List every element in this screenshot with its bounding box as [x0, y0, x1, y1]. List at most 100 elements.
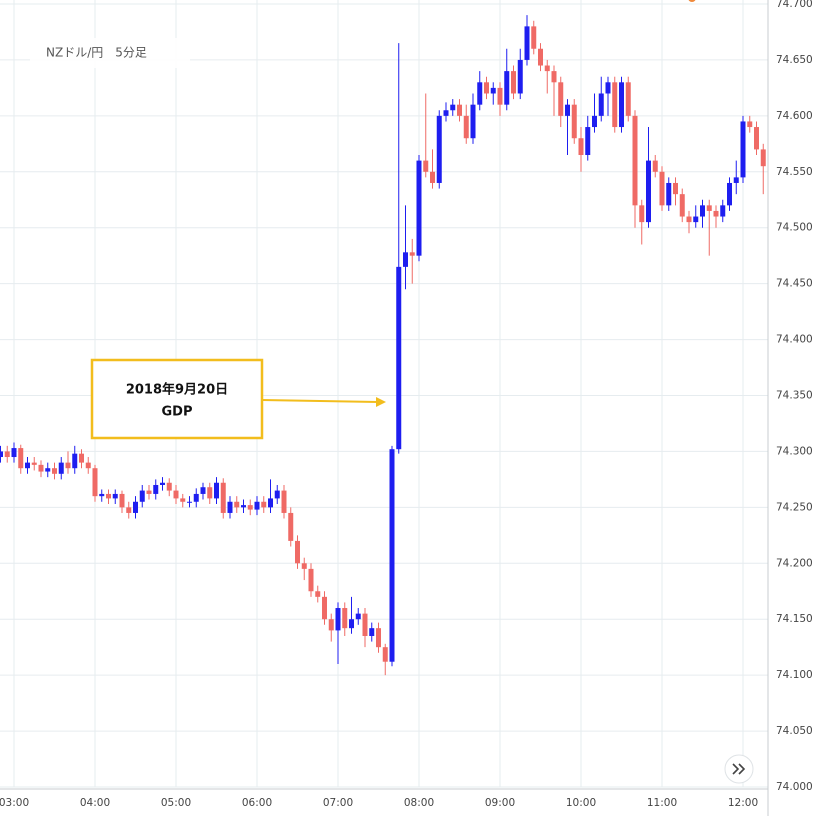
candle-body: [4, 451, 10, 458]
candle-body: [551, 71, 557, 83]
candle-body: [666, 182, 672, 206]
candle-body: [200, 487, 206, 494]
candle-body: [166, 482, 172, 491]
candle-body: [625, 82, 631, 116]
candle-body: [747, 121, 753, 128]
candle-body: [261, 501, 267, 508]
y-tick-label: 74.250: [776, 501, 813, 513]
candle-body: [322, 596, 327, 620]
candle-body: [457, 104, 462, 116]
candle-body: [362, 613, 368, 636]
candle-body: [31, 462, 37, 465]
candle-body: [133, 501, 138, 513]
candle-body: [241, 505, 246, 508]
candle-body: [511, 71, 516, 94]
candle-body: [706, 205, 712, 211]
candle-body: [139, 490, 145, 502]
candle-body: [92, 468, 98, 497]
candle-body: [585, 127, 591, 156]
candle-body: [517, 59, 523, 94]
annotation-text: GDP: [162, 405, 193, 420]
chart-title: NZドル/円 5分足: [46, 46, 147, 60]
candle-body: [639, 205, 645, 223]
candle-body: [700, 205, 705, 217]
x-tick-label: 06:00: [242, 797, 272, 809]
candle-body: [396, 266, 402, 450]
candle-body: [619, 82, 624, 128]
candle-body: [288, 512, 294, 541]
candle-body: [531, 26, 537, 49]
candle-body: [504, 71, 510, 105]
candle-body: [403, 252, 408, 267]
x-tick-label: 09:00: [485, 797, 515, 809]
annotation-arrowhead: [376, 397, 386, 407]
candle-body: [79, 453, 84, 463]
candle-body: [301, 563, 307, 569]
candle-body: [355, 613, 361, 620]
candle-body: [220, 482, 226, 513]
candle-body: [58, 462, 64, 474]
candle-body: [349, 619, 354, 629]
candle-body: [85, 462, 91, 469]
candle-body: [160, 482, 165, 485]
x-tick-label: 08:00: [404, 797, 434, 809]
candle-body: [754, 127, 759, 150]
x-tick-label: 11:00: [647, 797, 677, 809]
candle-body: [315, 591, 321, 597]
y-tick-label: 74.350: [776, 390, 813, 402]
candle-body: [335, 608, 341, 631]
candle-body: [477, 82, 483, 105]
candle-body: [180, 498, 186, 502]
candle-body: [727, 182, 732, 206]
y-tick-label: 74.400: [776, 334, 813, 346]
candle-body: [760, 149, 766, 167]
candle-body: [659, 171, 665, 206]
candle-body: [214, 482, 219, 499]
candle-body: [592, 115, 597, 128]
candle-body: [173, 490, 179, 499]
candle-body: [207, 487, 213, 499]
candle-body: [268, 498, 273, 508]
x-tick-label: 03:00: [0, 797, 29, 809]
candle-body: [713, 210, 719, 217]
candle-body: [234, 501, 240, 508]
y-tick-label: 74.200: [776, 557, 813, 569]
y-tick-label: 74.000: [776, 781, 813, 793]
y-tick-label: 74.100: [776, 669, 813, 681]
candle-body: [484, 82, 489, 94]
candle-body: [38, 464, 44, 472]
candle-body: [382, 647, 388, 662]
y-tick-label: 74.300: [776, 445, 813, 457]
y-tick-label: 74.550: [776, 166, 813, 178]
candle-body: [295, 540, 300, 564]
candle-body: [18, 448, 24, 469]
candle-body: [733, 177, 739, 183]
candle-body: [11, 448, 17, 458]
candle-body: [605, 82, 611, 94]
x-tick-label: 04:00: [80, 797, 110, 809]
candle-body: [369, 628, 375, 636]
x-tick-label: 12:00: [728, 797, 758, 809]
x-tick-label: 07:00: [323, 797, 353, 809]
candle-body: [538, 48, 543, 66]
candle-body: [45, 468, 51, 472]
candle-body: [126, 507, 132, 513]
candle-body: [254, 501, 260, 510]
annotation-arrow: [261, 399, 379, 403]
candle-body: [436, 115, 442, 183]
y-tick-label: 74.450: [776, 278, 813, 290]
candle-body: [679, 194, 685, 217]
title-box: [30, 38, 190, 68]
candle-body: [443, 110, 449, 116]
candle-body: [376, 628, 381, 648]
candle-body: [571, 104, 577, 139]
y-tick-label: 74.500: [776, 222, 813, 234]
candle-body: [0, 451, 3, 458]
candle-body: [193, 493, 199, 502]
candle-body: [740, 121, 746, 178]
candle-body: [65, 462, 71, 469]
candle-body: [119, 493, 125, 508]
candle-body: [146, 490, 152, 494]
candle-body: [463, 115, 469, 139]
